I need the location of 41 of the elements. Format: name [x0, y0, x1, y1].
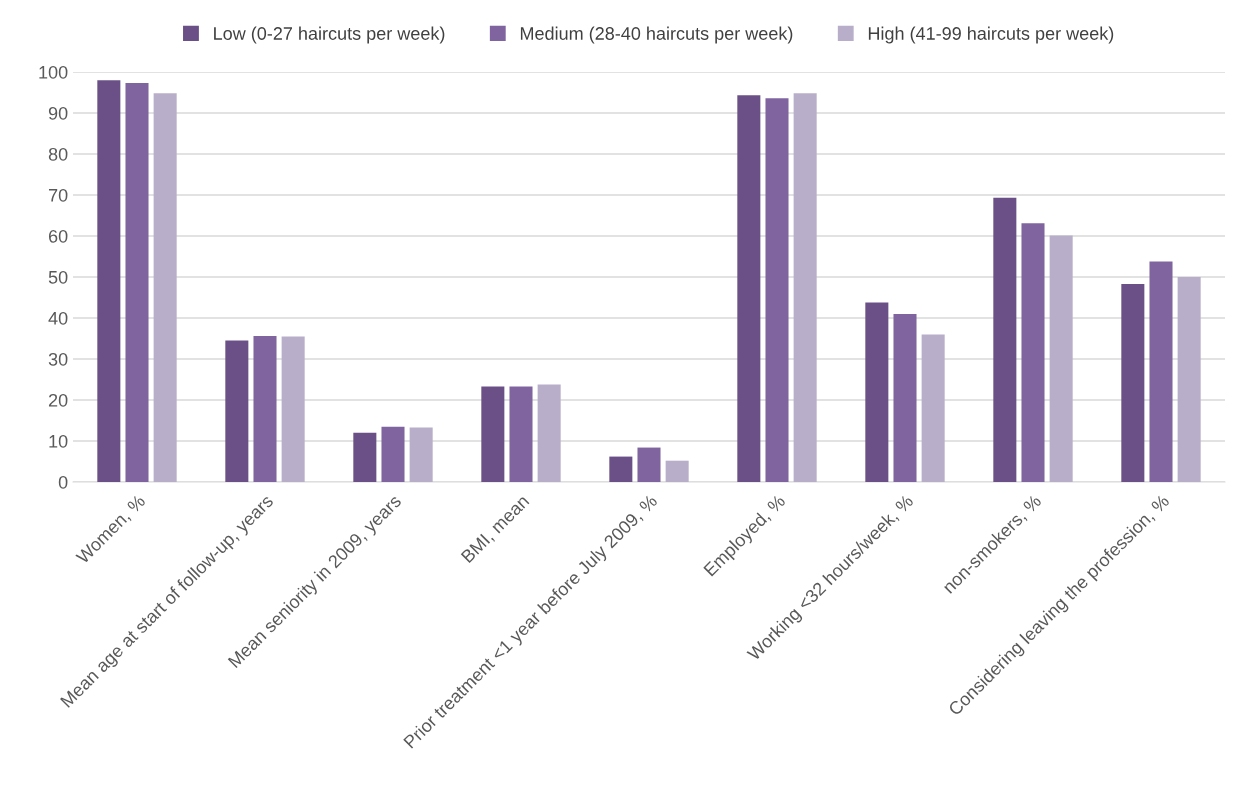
- legend-label: Low (0-27 haircuts per week): [214, 26, 445, 44]
- bar: [97, 80, 121, 482]
- y-tick-label: 30: [48, 352, 68, 366]
- bar: [921, 334, 945, 482]
- bar: [1021, 223, 1045, 482]
- bar: [865, 302, 889, 482]
- y-tick-label: 0: [58, 475, 68, 489]
- bar: [993, 197, 1017, 482]
- y-tick-label: 50: [48, 270, 68, 284]
- y-tick-label: 60: [48, 229, 68, 243]
- bar: [153, 93, 177, 482]
- bar: [509, 386, 533, 482]
- bar: [381, 426, 405, 482]
- bar: [737, 95, 761, 482]
- bar: [637, 447, 661, 482]
- bar: [1049, 235, 1073, 482]
- bar: [793, 93, 817, 482]
- bar: [353, 432, 377, 482]
- bar: [1149, 261, 1173, 482]
- bar: [125, 83, 149, 482]
- bar: [765, 98, 789, 482]
- bar: [253, 336, 277, 482]
- bar: [409, 427, 433, 482]
- y-tick-label: 100: [39, 65, 68, 79]
- bar: [225, 340, 249, 482]
- y-tick-label: 70: [48, 188, 68, 202]
- y-tick-label: 40: [48, 311, 68, 325]
- bar: [481, 386, 505, 482]
- bar: [893, 313, 917, 482]
- bar: [281, 336, 305, 482]
- y-tick-label: 90: [48, 106, 68, 120]
- bar: [1121, 283, 1145, 482]
- bar: [1177, 277, 1201, 482]
- y-tick-label: 80: [48, 147, 68, 161]
- bar: [609, 456, 633, 482]
- legend-label: High (41-99 haircuts per week): [868, 26, 1114, 44]
- bar: [537, 384, 561, 482]
- bar: [665, 460, 689, 482]
- y-tick-label: 10: [49, 434, 68, 448]
- y-tick-label: 20: [48, 393, 68, 407]
- legend-label: Medium (28-40 haircuts per week): [520, 26, 793, 44]
